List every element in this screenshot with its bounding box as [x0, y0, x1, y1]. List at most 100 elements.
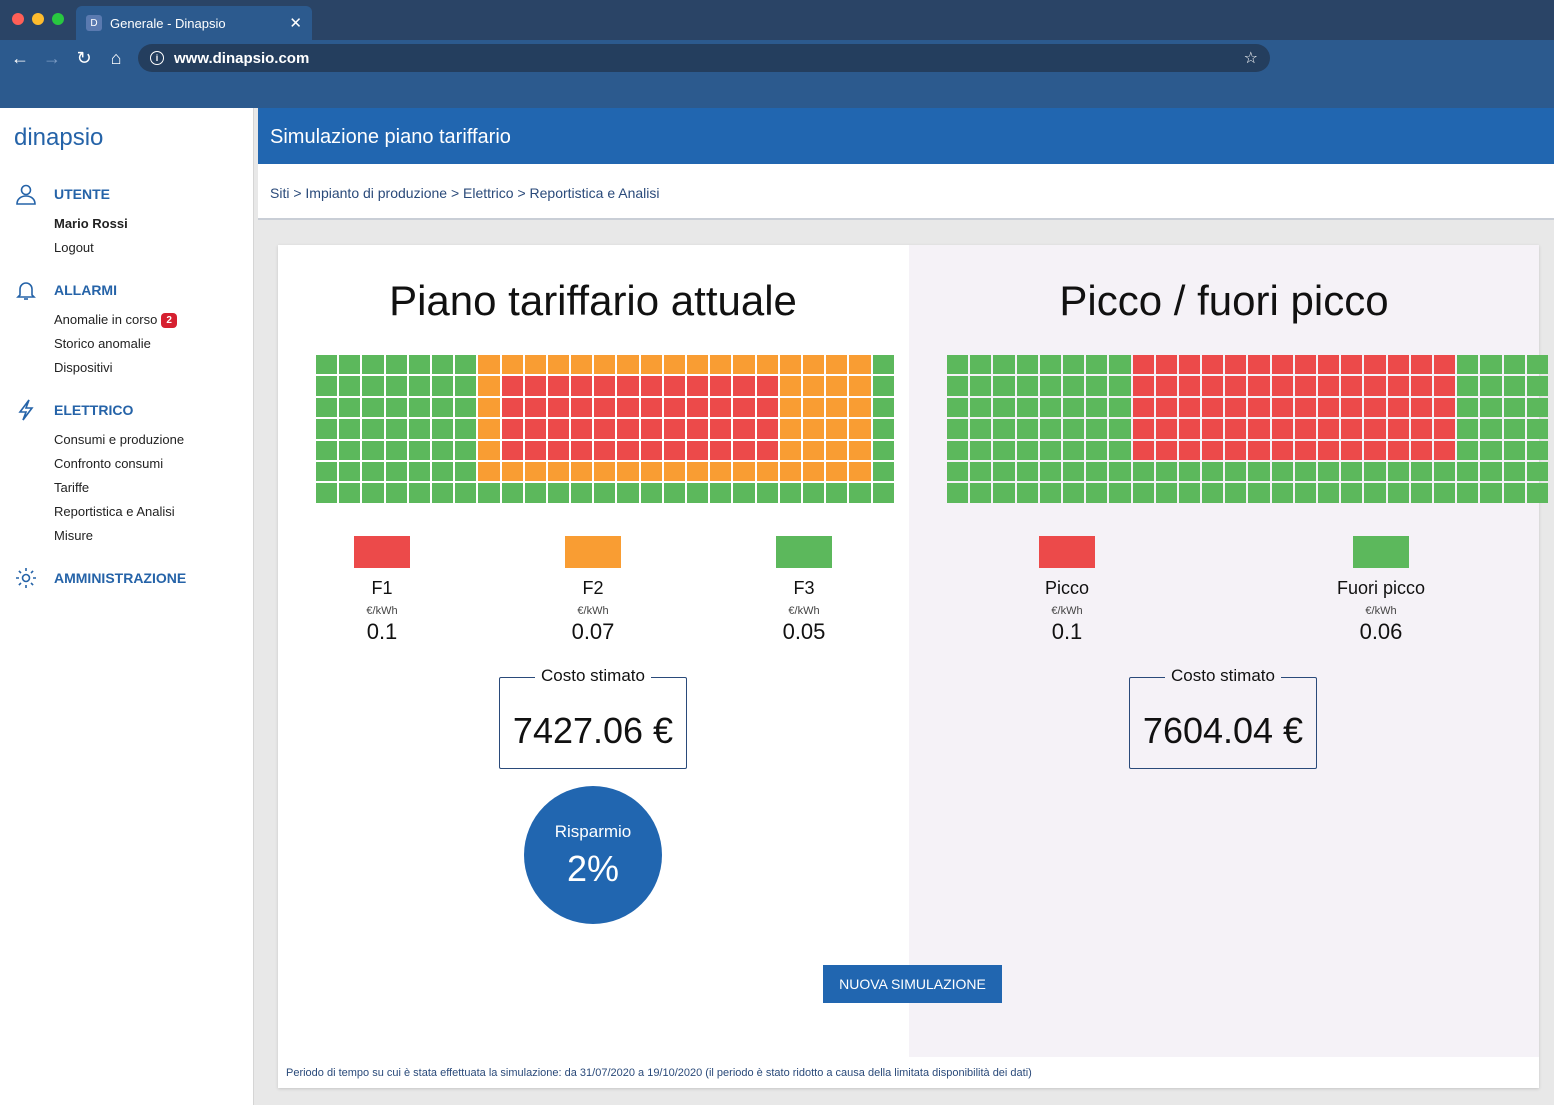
- admin-heading[interactable]: AMMINISTRAZIONE: [54, 570, 187, 586]
- address-bar[interactable]: i www.dinapsio.com ☆: [138, 44, 1270, 72]
- tariff-cell: [1039, 419, 1061, 439]
- legend-fuori-picco: Fuori picco €/kWh 0.06: [1321, 536, 1441, 645]
- tariff-cell: [1294, 419, 1316, 439]
- tariff-cell: [756, 397, 778, 418]
- tariff-cell: [478, 355, 500, 375]
- tariff-cell: [1526, 397, 1548, 418]
- close-window-button[interactable]: [12, 13, 24, 25]
- tariff-cell: [1202, 397, 1224, 418]
- tariff-cell: [779, 461, 801, 482]
- new-simulation-button[interactable]: NUOVA SIMULAZIONE: [823, 965, 1002, 1003]
- tariff-cell: [571, 440, 593, 460]
- tariff-cell: [1410, 461, 1432, 482]
- tariff-cell: [1364, 355, 1386, 375]
- tariff-cell: [547, 440, 570, 460]
- tariff-cell: [547, 355, 570, 375]
- tariff-cell: [640, 440, 662, 460]
- home-icon[interactable]: ⌂: [110, 48, 122, 68]
- tariff-cell: [1457, 483, 1479, 503]
- tariff-cell: [1294, 376, 1316, 396]
- tariff-cell: [617, 461, 639, 482]
- tariff-cell: [640, 419, 662, 439]
- logout-link[interactable]: Logout: [54, 240, 94, 255]
- tariff-cell: [547, 419, 570, 439]
- browser-tab[interactable]: D Generale - Dinapsio ✕: [76, 6, 312, 40]
- tariff-cell: [1109, 419, 1131, 439]
- tariff-cell: [1480, 461, 1502, 482]
- tariff-cell: [1178, 376, 1201, 396]
- tariff-cell: [663, 419, 685, 439]
- tariff-cell: [547, 376, 570, 396]
- tariff-cell: [316, 440, 338, 460]
- minimize-window-button[interactable]: [32, 13, 44, 25]
- tariff-cell: [455, 355, 477, 375]
- tariff-cell: [1109, 397, 1131, 418]
- tariff-cell: [802, 419, 825, 439]
- url-text: www.dinapsio.com: [174, 49, 310, 67]
- tariff-cell: [431, 483, 454, 503]
- tariff-cell: [1457, 376, 1479, 396]
- user-name: Mario Rossi: [54, 216, 128, 231]
- tariff-cell: [663, 483, 685, 503]
- tariff-cell: [779, 483, 801, 503]
- sidebar-item-consumi-produzione[interactable]: Consumi e produzione: [54, 432, 185, 447]
- tariff-cell: [1178, 355, 1201, 375]
- tariff-cell: [1271, 483, 1293, 503]
- logo[interactable]: dinapsio: [14, 124, 104, 151]
- tariff-cell: [478, 461, 500, 482]
- tariff-cell: [1155, 355, 1177, 375]
- tariff-cell: [1225, 355, 1247, 375]
- info-icon[interactable]: i: [150, 51, 164, 65]
- tariff-cell: [1480, 483, 1502, 503]
- tariff-cell: [1109, 376, 1131, 396]
- bell-icon: [16, 282, 36, 300]
- tariff-cell: [947, 419, 969, 439]
- tariff-cell: [316, 376, 338, 396]
- sidebar-item-misure[interactable]: Misure: [54, 528, 94, 543]
- tariff-cell: [594, 397, 616, 418]
- tariff-cell: [826, 440, 848, 460]
- tariff-cell: [501, 355, 523, 375]
- breadcrumb[interactable]: Siti > Impianto di produzione > Elettric…: [258, 164, 1554, 220]
- tariff-cell: [501, 397, 523, 418]
- back-arrow-icon[interactable]: ←: [11, 48, 29, 68]
- bookmark-star-icon[interactable]: ☆: [1243, 50, 1258, 67]
- sidebar-item-confronto-consumi[interactable]: Confronto consumi: [54, 456, 164, 471]
- tariff-cell: [524, 355, 546, 375]
- tariff-cell: [849, 483, 871, 503]
- tariff-cell: [872, 376, 894, 396]
- tariff-cell: [1225, 376, 1247, 396]
- tariff-cell: [1039, 461, 1061, 482]
- tariff-cell: [1410, 483, 1432, 503]
- tariff-cell: [1364, 397, 1386, 418]
- reload-icon[interactable]: ↻: [76, 48, 92, 68]
- f1-name: F1: [371, 578, 393, 598]
- maximize-window-button[interactable]: [52, 13, 64, 25]
- forward-arrow-icon[interactable]: →: [43, 48, 61, 68]
- tariff-cell: [1109, 483, 1131, 503]
- sidebar-item-storico-anomalie[interactable]: Storico anomalie: [54, 336, 151, 351]
- sidebar-item-tariffe[interactable]: Tariffe: [54, 480, 90, 495]
- tariff-cell: [947, 376, 969, 396]
- tariff-cell: [1503, 419, 1525, 439]
- close-tab-icon[interactable]: ✕: [289, 15, 302, 32]
- tariff-cell: [362, 355, 384, 375]
- tariff-cell: [1387, 419, 1409, 439]
- tariff-cell: [339, 376, 361, 396]
- tariff-cell: [385, 461, 407, 482]
- tariff-cell: [1062, 397, 1085, 418]
- tariff-cell: [1132, 440, 1154, 460]
- tariff-cell: [802, 440, 825, 460]
- tariff-cell: [1526, 355, 1548, 375]
- sidebar-item-reportistica[interactable]: Reportistica e Analisi: [54, 504, 175, 519]
- tariff-cell: [849, 397, 871, 418]
- tariff-cell: [1410, 355, 1432, 375]
- tariff-cell: [1062, 355, 1085, 375]
- sidebar-item-dispositivi[interactable]: Dispositivi: [54, 360, 113, 375]
- sidebar-item-anomalie-in-corso[interactable]: Anomalie in corso 2: [54, 312, 177, 328]
- tariff-cell: [1410, 440, 1432, 460]
- tariff-cell: [1086, 397, 1108, 418]
- tariff-cell: [640, 461, 662, 482]
- tariff-cell: [640, 397, 662, 418]
- tariff-cell: [1410, 397, 1432, 418]
